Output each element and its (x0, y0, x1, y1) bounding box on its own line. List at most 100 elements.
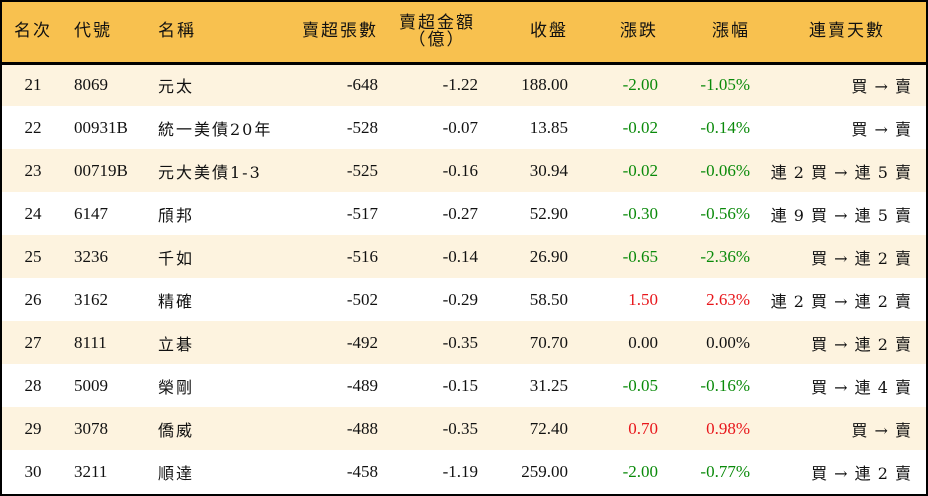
cell-change: -2.00 (622, 75, 658, 95)
cell-sell-volume: -517 (346, 203, 378, 223)
cell-sell-volume: -458 (346, 461, 378, 481)
header-close[interactable]: 收盤 (478, 2, 568, 65)
cell-streak: 買 → 連 2 賣 (811, 248, 912, 268)
cell-change: 0.00 (628, 332, 658, 352)
cell-sell-amount: -1.19 (442, 461, 478, 481)
cell-name[interactable]: 立碁 (158, 334, 195, 354)
cell-rank: 22 (24, 117, 42, 137)
table-row[interactable]: 28 5009 榮剛 -489 -0.15 31.25 -0.05 -0.16%… (2, 364, 926, 407)
cell-change-pct: 2.63% (706, 289, 750, 309)
cell-change: -0.02 (622, 117, 658, 137)
cell-close: 26.90 (529, 246, 568, 266)
cell-sell-amount: -0.15 (442, 375, 478, 395)
cell-sell-volume: -648 (346, 75, 378, 95)
cell-name[interactable]: 統一美債20年 (158, 119, 273, 139)
cell-rank: 24 (24, 203, 42, 223)
header-streak[interactable]: 連賣天數 (750, 2, 926, 65)
table-row[interactable]: 22 00931B 統一美債20年 -528 -0.07 13.85 -0.02… (2, 106, 926, 149)
table-row[interactable]: 25 3236 千如 -516 -0.14 26.90 -0.65 -2.36%… (2, 235, 926, 278)
cell-code[interactable]: 00931B (74, 117, 128, 137)
cell-code[interactable]: 5009 (74, 375, 108, 395)
cell-streak: 買 → 賣 (851, 119, 912, 139)
cell-sell-amount: -0.35 (442, 418, 478, 438)
cell-sell-volume: -528 (346, 117, 378, 137)
table-row[interactable]: 23 00719B 元大美債1-3 -525 -0.16 30.94 -0.02… (2, 149, 926, 192)
cell-change-pct: -0.56% (700, 203, 750, 223)
cell-change: -0.65 (622, 246, 658, 266)
header-row: 名次 代號 名稱 賣超張數 賣超金額 （億） 收盤 漲跌 漲幅 連賣天數 (2, 2, 926, 65)
cell-change-pct: -2.36% (700, 246, 750, 266)
cell-name[interactable]: 順達 (158, 463, 195, 483)
cell-code[interactable]: 3236 (74, 246, 108, 266)
cell-change-pct: -0.14% (700, 117, 750, 137)
cell-streak: 連 2 買 → 連 2 賣 (770, 291, 912, 311)
cell-name[interactable]: 榮剛 (158, 377, 195, 397)
cell-change: -0.30 (622, 203, 658, 223)
cell-name[interactable]: 僑威 (158, 420, 195, 440)
cell-name[interactable]: 千如 (158, 248, 195, 268)
cell-code[interactable]: 8111 (74, 332, 107, 352)
cell-change-pct: 0.98% (706, 418, 750, 438)
cell-close: 52.90 (529, 203, 568, 223)
table-row[interactable]: 21 8069 元太 -648 -1.22 188.00 -2.00 -1.05… (2, 63, 926, 106)
header-name[interactable]: 名稱 (148, 2, 276, 65)
cell-sell-amount: -0.35 (442, 332, 478, 352)
cell-sell-volume: -525 (346, 160, 378, 180)
cell-code[interactable]: 3162 (74, 289, 108, 309)
cell-rank: 25 (24, 246, 42, 266)
table-row[interactable]: 29 3078 僑威 -488 -0.35 72.40 0.70 0.98% 買… (2, 407, 926, 450)
cell-streak: 連 2 買 → 連 5 賣 (770, 162, 912, 182)
table-row[interactable]: 30 3211 順達 -458 -1.19 259.00 -2.00 -0.77… (2, 450, 926, 493)
cell-close: 13.85 (529, 117, 568, 137)
cell-sell-amount: -0.16 (442, 160, 478, 180)
cell-streak: 買 → 連 4 賣 (811, 377, 912, 397)
cell-sell-amount: -0.29 (442, 289, 478, 309)
cell-change: 0.70 (628, 418, 658, 438)
header-change-pct[interactable]: 漲幅 (658, 2, 750, 65)
cell-code[interactable]: 8069 (74, 75, 108, 95)
cell-code[interactable]: 3078 (74, 418, 108, 438)
cell-sell-volume: -489 (346, 375, 378, 395)
cell-change-pct: -0.77% (700, 461, 750, 481)
header-sell-amount[interactable]: 賣超金額 （億） (378, 2, 478, 65)
header-rank[interactable]: 名次 (2, 2, 64, 65)
header-sell-amount-line2: （億） (408, 29, 466, 50)
cell-code[interactable]: 3211 (74, 461, 108, 481)
cell-close: 30.94 (529, 160, 568, 180)
cell-rank: 29 (24, 418, 42, 438)
cell-rank: 23 (24, 160, 42, 180)
cell-close: 259.00 (521, 461, 568, 481)
table-row[interactable]: 27 8111 立碁 -492 -0.35 70.70 0.00 0.00% 買… (2, 321, 926, 364)
cell-name[interactable]: 頎邦 (158, 205, 195, 225)
cell-streak: 連 9 買 → 連 5 賣 (770, 205, 912, 225)
header-sell-amount-line1: 賣超金額 (399, 12, 475, 33)
cell-sell-volume: -492 (346, 332, 378, 352)
cell-sell-amount: -0.27 (442, 203, 478, 223)
cell-change: -2.00 (622, 461, 658, 481)
cell-change: -0.02 (622, 160, 658, 180)
cell-streak: 買 → 賣 (851, 77, 912, 97)
table-row[interactable]: 24 6147 頎邦 -517 -0.27 52.90 -0.30 -0.56%… (2, 192, 926, 235)
cell-rank: 30 (24, 461, 42, 481)
cell-rank: 26 (24, 289, 42, 309)
cell-sell-amount: -0.14 (442, 246, 478, 266)
cell-code[interactable]: 6147 (74, 203, 108, 223)
cell-rank: 21 (24, 75, 42, 95)
cell-close: 58.50 (529, 289, 568, 309)
header-change[interactable]: 漲跌 (568, 2, 658, 65)
cell-rank: 28 (24, 375, 42, 395)
cell-name[interactable]: 元大美債1-3 (158, 162, 262, 182)
header-code[interactable]: 代號 (64, 2, 148, 65)
cell-change: -0.05 (622, 375, 658, 395)
table-row[interactable]: 26 3162 精確 -502 -0.29 58.50 1.50 2.63% 連… (2, 278, 926, 321)
cell-code[interactable]: 00719B (74, 160, 128, 180)
cell-streak: 買 → 連 2 賣 (811, 463, 912, 483)
cell-close: 72.40 (529, 418, 568, 438)
cell-close: 70.70 (529, 332, 568, 352)
cell-change: 1.50 (628, 289, 658, 309)
cell-name[interactable]: 元太 (158, 77, 195, 97)
cell-sell-amount: -0.07 (442, 117, 478, 137)
cell-name[interactable]: 精確 (158, 291, 195, 311)
header-sell-volume[interactable]: 賣超張數 (276, 2, 378, 65)
table-header: 名次 代號 名稱 賣超張數 賣超金額 （億） 收盤 漲跌 漲幅 連賣天數 (2, 2, 926, 65)
